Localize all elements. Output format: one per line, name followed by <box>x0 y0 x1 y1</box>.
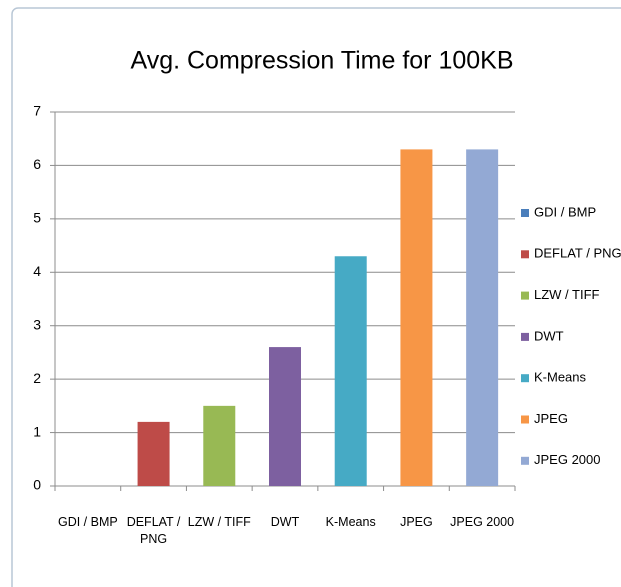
bar <box>334 256 367 486</box>
x-tick-label: LZW / TIFF <box>187 515 251 529</box>
x-tick-label: JPEG 2000 <box>450 515 515 529</box>
x-tick-label: DWT <box>270 515 300 529</box>
y-tick-label: 2 <box>33 370 41 386</box>
y-tick-label: 1 <box>33 423 41 439</box>
y-tick-label: 7 <box>33 103 41 119</box>
x-tick-label: GDI / BMP <box>57 515 118 529</box>
legend-swatch <box>521 374 529 383</box>
y-tick-label: 3 <box>33 316 41 332</box>
chart-title: Avg. Compression Time for 100KB <box>130 47 513 75</box>
bar <box>400 149 433 486</box>
legend-swatch <box>521 456 529 465</box>
legend-label: JPEG 2000 <box>534 452 601 467</box>
bar <box>269 347 301 486</box>
x-tick-label: K-Means <box>325 515 376 529</box>
legend-label: GDI / BMP <box>534 204 596 219</box>
legend-label: DWT <box>534 328 564 343</box>
chart-frame <box>11 7 621 587</box>
legend-swatch <box>521 415 529 424</box>
y-tick-label: 5 <box>33 210 41 226</box>
legend-label: LZW / TIFF <box>534 287 600 302</box>
bar <box>466 149 499 486</box>
bar <box>203 405 236 486</box>
legend-label: K-Means <box>534 370 587 385</box>
legend-swatch <box>521 332 529 341</box>
x-tick-label: DEFLAT / PNG <box>126 515 181 546</box>
y-tick-label: 4 <box>33 263 41 279</box>
y-tick-label: 0 <box>33 477 41 493</box>
bar <box>137 421 170 486</box>
legend-swatch <box>521 250 529 259</box>
legend-swatch <box>521 291 529 300</box>
legend-label: DEFLAT / PNG <box>534 246 621 261</box>
y-tick-label: 6 <box>33 156 41 172</box>
legend-swatch <box>521 209 529 217</box>
legend-label: JPEG <box>534 411 568 426</box>
x-tick-label: JPEG <box>400 515 433 529</box>
